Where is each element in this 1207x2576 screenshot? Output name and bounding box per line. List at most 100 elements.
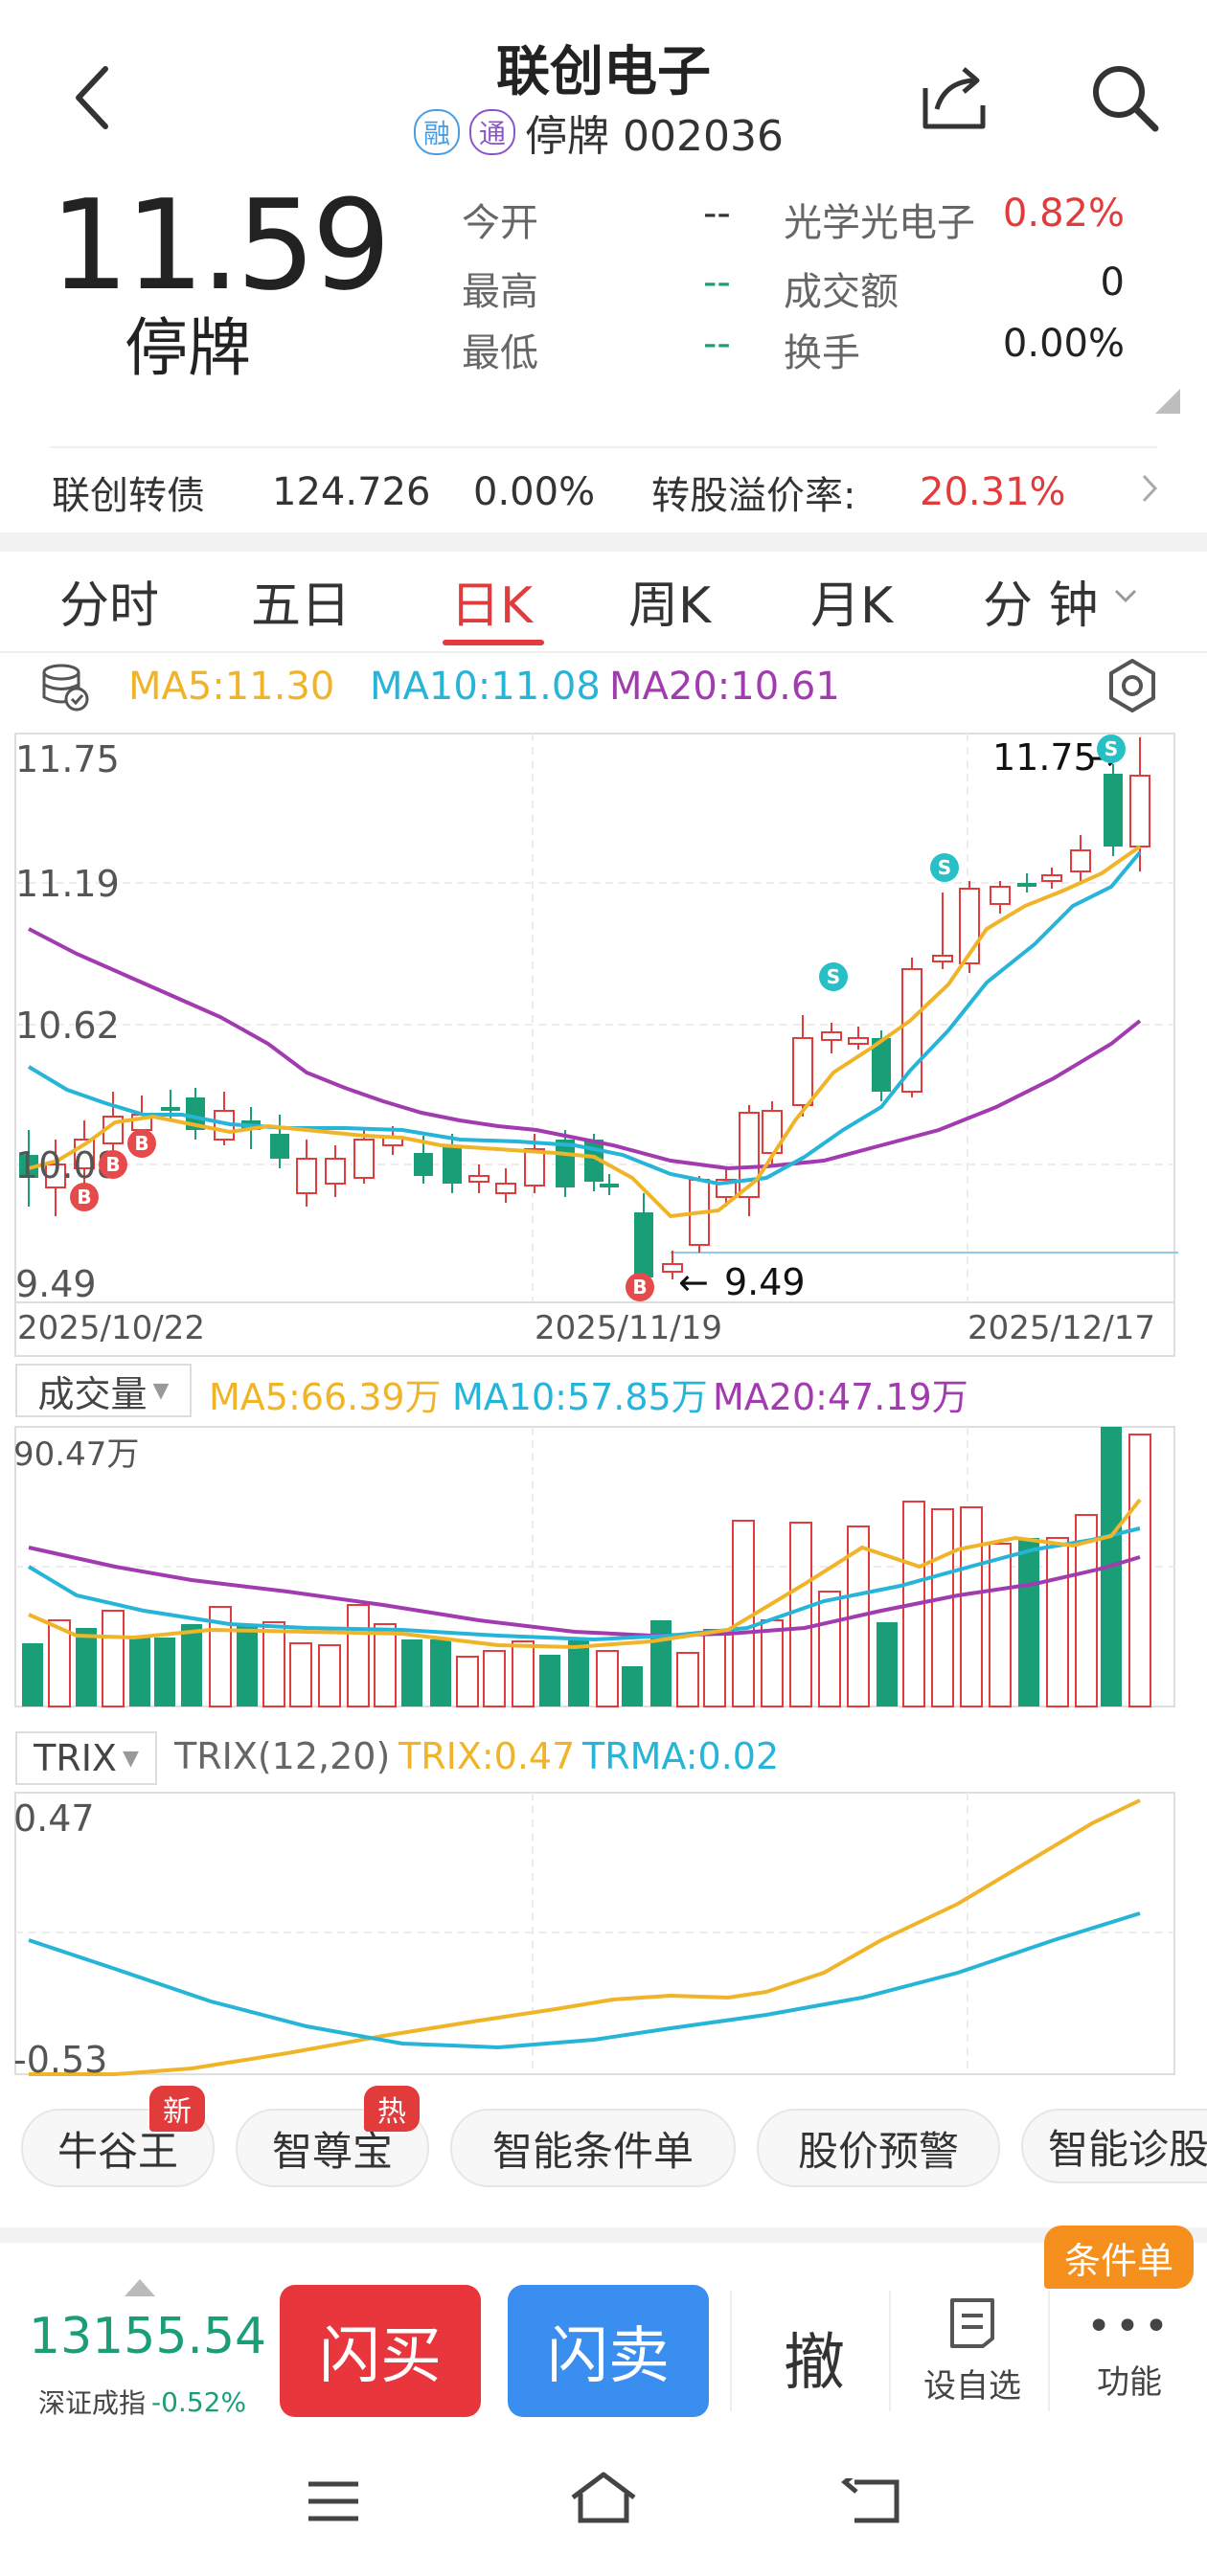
volume-bar [154,1638,175,1706]
menu-icon[interactable] [307,2480,360,2526]
trix-selector[interactable]: TRIX ▼ [15,1731,157,1785]
tab-daily-k[interactable]: 日K [450,577,534,635]
volume-chart[interactable]: 90.47万 [0,1423,1207,1710]
volume-bar [676,1652,699,1707]
candle-body [1017,883,1036,887]
volume-ma5-line [28,1498,1142,1650]
cancel-order-button[interactable]: 撤 [784,2328,845,2399]
svg-text:S: S [827,965,840,988]
y-tick-label: 9.49 [15,1263,97,1305]
y-tick-labels: 11.75 11.19 10.62 10.08 9.49 [15,738,120,1305]
chip-label: 牛谷王 [57,2127,178,2175]
ma20-line [28,927,1142,1171]
sector-label[interactable]: 光学光电子 [784,201,975,245]
volume-bar [703,1629,726,1707]
add-watchlist-button[interactable]: 设自选 [900,2294,1044,2419]
volume-bar [318,1644,341,1707]
candle-body [524,1148,545,1186]
volume-bar [374,1623,397,1707]
page-title: 联创电子 [496,41,711,103]
share-icon[interactable] [918,59,994,136]
ma10-line [27,850,1142,1186]
candle-body [161,1107,180,1111]
trix-chart[interactable]: 0.47 -0.53 [0,1789,1207,2078]
sell-signal [1097,734,1126,763]
flash-sell-button[interactable]: 闪卖 [508,2285,709,2417]
buy-signal [626,1273,654,1301]
tab-five-day[interactable]: 五日 [251,577,352,635]
candle-body [495,1183,516,1194]
tab-intraday[interactable]: 分时 [59,577,160,635]
tab-weekly-k[interactable]: 周K [628,577,712,635]
back-nav-icon[interactable] [841,2471,900,2528]
chevron-down-icon[interactable] [1113,588,1138,609]
candle-body [296,1158,317,1194]
database-icon[interactable] [38,661,92,714]
convertible-bond-row[interactable]: 联创转债 124.726 0.00% 转股溢价率: 20.31% [52,463,1163,521]
more-dots-icon: ••• [1086,2302,1173,2351]
y-tick-label: 10.62 [15,1005,120,1047]
volume-bar [512,1640,535,1707]
bond-change: 0.00% [473,470,596,514]
volume-bar [48,1619,71,1707]
candles [19,737,1150,1283]
index-name: 深证成指 [38,2387,147,2419]
low-value: -- [703,322,731,366]
candle-body [792,1037,813,1106]
volume-bar [877,1622,898,1706]
candle-body [662,1263,683,1273]
volume-bar [789,1522,812,1707]
watchlist-icon [950,2298,994,2348]
turnover-amount-value: 0 [1100,260,1125,305]
search-icon[interactable] [1086,59,1163,136]
back-icon[interactable] [67,59,125,136]
volume-bar [76,1628,97,1706]
tab-monthly-k[interactable]: 月K [810,577,894,635]
trade-signals[interactable]: B B B B S S S [70,734,1126,1301]
high-value: -- [703,260,731,305]
more-functions-button[interactable]: ••• 功能 [1058,2302,1201,2413]
volume-bar [456,1656,479,1707]
expand-corner-icon[interactable] [1155,389,1180,414]
volume-bar [622,1666,643,1706]
hot-badge: 热 [364,2086,420,2132]
premium-value: 20.31% [920,470,1066,514]
trix-selector-label: TRIX [34,1737,117,1779]
more-functions-label: 功能 [1097,2363,1162,2402]
chip-label: 智能诊股 [1048,2125,1207,2173]
candle-body [739,1112,760,1198]
volume-selector[interactable]: 成交量 ▼ [15,1364,192,1417]
chip-price-alert[interactable]: 股价预警 [757,2109,1000,2187]
volume-bar [650,1620,672,1706]
high-label: 最高 [462,270,538,314]
bond-name: 联创转债 [52,474,205,518]
candle-body [270,1134,289,1159]
candle-body [443,1145,462,1184]
svg-text:B: B [134,1132,148,1155]
x-tick-label: 2025/11/19 [535,1309,722,1347]
volume-bar [1018,1538,1039,1706]
kline-chart[interactable]: 11.75 11.19 10.62 10.08 9.49 2025/10/22 … [0,728,1207,1360]
candle-body [932,955,953,962]
chip-smart-condition-order[interactable]: 智能条件单 [450,2109,736,2187]
tab-minute[interactable]: 分 钟 [983,577,1099,635]
volume-ma5-legend: MA5:66.39万 [209,1376,442,1418]
new-badge: 新 [149,2086,205,2132]
home-icon[interactable] [569,2471,638,2528]
volume-selector-label: 成交量 [37,1372,148,1415]
volume-bar [596,1650,619,1707]
condition-order-badge[interactable]: 条件单 [1044,2226,1194,2289]
volume-bar [483,1650,506,1707]
volume-max-label: 90.47万 [13,1435,139,1474]
volume-bar [989,1543,1012,1707]
trix-value: TRIX:0.47 [399,1735,576,1777]
flash-buy-button[interactable]: 闪买 [280,2285,481,2417]
turnover-rate-label: 换手 [784,331,860,375]
gear-icon[interactable] [1104,657,1161,714]
x-tick-label: 2025/10/22 [17,1309,205,1347]
index-value[interactable]: 13155.54 [29,2308,267,2365]
chip-smart-diagnosis[interactable]: 智能诊股 [1021,2109,1207,2183]
buy-signal [127,1129,156,1158]
candle-body [1070,849,1091,872]
trix-line [29,1798,1141,2076]
